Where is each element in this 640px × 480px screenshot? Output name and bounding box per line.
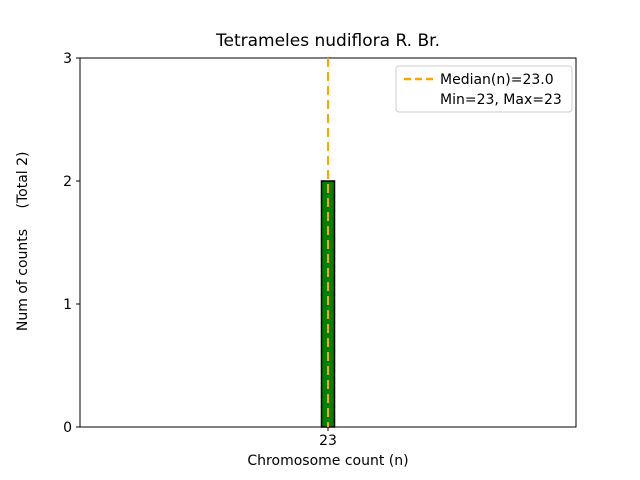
y-axis-label: Num of counts — [15, 229, 31, 331]
x-tick-label: 23 — [319, 433, 337, 449]
legend-entry-median: Median(n)=23.0 — [440, 72, 554, 88]
y-tick-label: 1 — [63, 297, 72, 313]
legend-entry-minmax: Min=23, Max=23 — [440, 92, 562, 108]
y-tick-label: 0 — [63, 420, 72, 436]
chart-title: Tetrameles nudiflora R. Br. — [215, 31, 440, 51]
y-axis-label-total-note: (Total 2) — [15, 152, 31, 209]
y-tick-label: 2 — [63, 174, 72, 190]
x-axis-ticks: 23 — [319, 427, 337, 449]
y-axis-ticks: 0 1 2 3 — [63, 51, 80, 436]
x-axis-label: Chromosome count (n) — [247, 453, 408, 469]
y-tick-label: 3 — [63, 51, 72, 67]
legend: Median(n)=23.0 Min=23, Max=23 — [395, 65, 573, 113]
legend-box — [395, 65, 573, 113]
